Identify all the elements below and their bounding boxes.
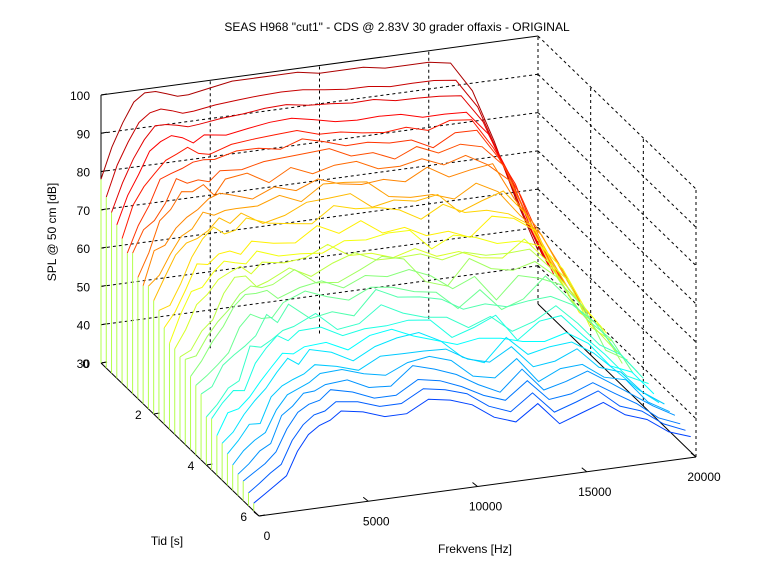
z-tick-label: 70: [77, 204, 91, 218]
box-edge-right-top: [537, 35, 697, 190]
y-axis-label: Tid [s]: [151, 534, 183, 548]
waterfall-slice: [100, 61, 539, 251]
waterfall-slice: [142, 163, 581, 303]
tick-layer: 3040506070809010002460500010000150002000…: [70, 89, 721, 543]
grid-line-spl: [100, 188, 539, 249]
waterfall-slice: [169, 229, 607, 344]
grid-line-spl-side: [537, 227, 697, 381]
y-tick-label: 2: [135, 408, 142, 422]
z-tick-label: 40: [77, 319, 91, 333]
x-tick-label: 5000: [363, 514, 390, 528]
waterfall-slice: [205, 304, 644, 418]
waterfall-slice: [148, 181, 586, 313]
z-tick-label: 50: [77, 280, 91, 294]
x-tick-label: 15000: [578, 485, 612, 499]
y-tick-label: 4: [188, 459, 195, 473]
x-tick-label: 10000: [469, 500, 503, 514]
grid-line-spl-side: [537, 188, 697, 343]
y-tick-label: 6: [240, 510, 247, 524]
x-tick-label: 0: [264, 529, 271, 543]
waterfall-slice: [179, 248, 618, 358]
waterfall-slice: [216, 328, 655, 436]
z-tick: [100, 93, 108, 96]
waterfall-slice: [153, 190, 592, 317]
waterfall-slice: [221, 331, 660, 444]
box-edge-right-bottom: [537, 303, 697, 458]
grid-line-spl: [100, 73, 539, 134]
x-tick-label: 20000: [687, 470, 721, 484]
grid-line-spl: [100, 226, 539, 287]
x-tick: [472, 482, 478, 487]
series-layer: [100, 61, 691, 511]
x-tick: [690, 452, 697, 458]
waterfall-slice: [200, 288, 639, 395]
waterfall-slice: [242, 378, 681, 482]
waterfall-slice: [126, 129, 565, 283]
waterfall-slice: [232, 355, 670, 466]
y-tick-label: 0: [82, 357, 89, 371]
waterfall-slice: [163, 215, 602, 329]
grid-line-spl-side: [537, 265, 697, 420]
grid-line-spl-side: [537, 112, 697, 266]
waterfall-slice: [111, 95, 549, 266]
waterfall-slice: [185, 255, 623, 364]
box-edge-back-top: [100, 35, 539, 96]
y-tick: [258, 514, 266, 517]
x-tick: [581, 467, 588, 473]
x-tick: [362, 496, 369, 502]
z-tick-label: 60: [77, 242, 91, 256]
x-axis-label: Frekvens [Hz]: [438, 542, 512, 556]
waterfall-slice: [195, 275, 634, 386]
waterfall-slice: [105, 79, 544, 258]
waterfall-slice: [121, 119, 560, 277]
z-axis-label: SPL @ 50 cm [dB]: [45, 183, 59, 281]
waterfall-slice: [211, 314, 649, 419]
grid-line-spl: [100, 265, 539, 326]
waterfall-slice: [227, 346, 665, 455]
grid-line-spl: [100, 112, 539, 173]
waterfall-slice: [116, 111, 555, 275]
z-tick: [100, 131, 108, 134]
waterfall-slice: [132, 143, 571, 291]
x-tick: [253, 511, 260, 517]
waterfall-slice: [248, 388, 686, 494]
chart-title: SEAS H968 "cut1" - CDS @ 2.83V 30 grader…: [224, 20, 570, 34]
waterfall-slice: [237, 365, 676, 475]
grid-line-spl: [100, 150, 539, 211]
z-tick-label: 100: [70, 89, 90, 103]
grid-line-spl-side: [537, 150, 697, 305]
grid-layer: [100, 35, 697, 517]
waterfall-slice: [253, 398, 691, 504]
z-tick-label: 90: [77, 127, 91, 141]
grid-line-spl-side: [537, 73, 697, 228]
z-tick-label: 30: [77, 357, 91, 371]
waterfall-slice: [158, 203, 597, 331]
waterfall-slice: [190, 268, 628, 377]
z-tick-label: 80: [77, 166, 91, 180]
